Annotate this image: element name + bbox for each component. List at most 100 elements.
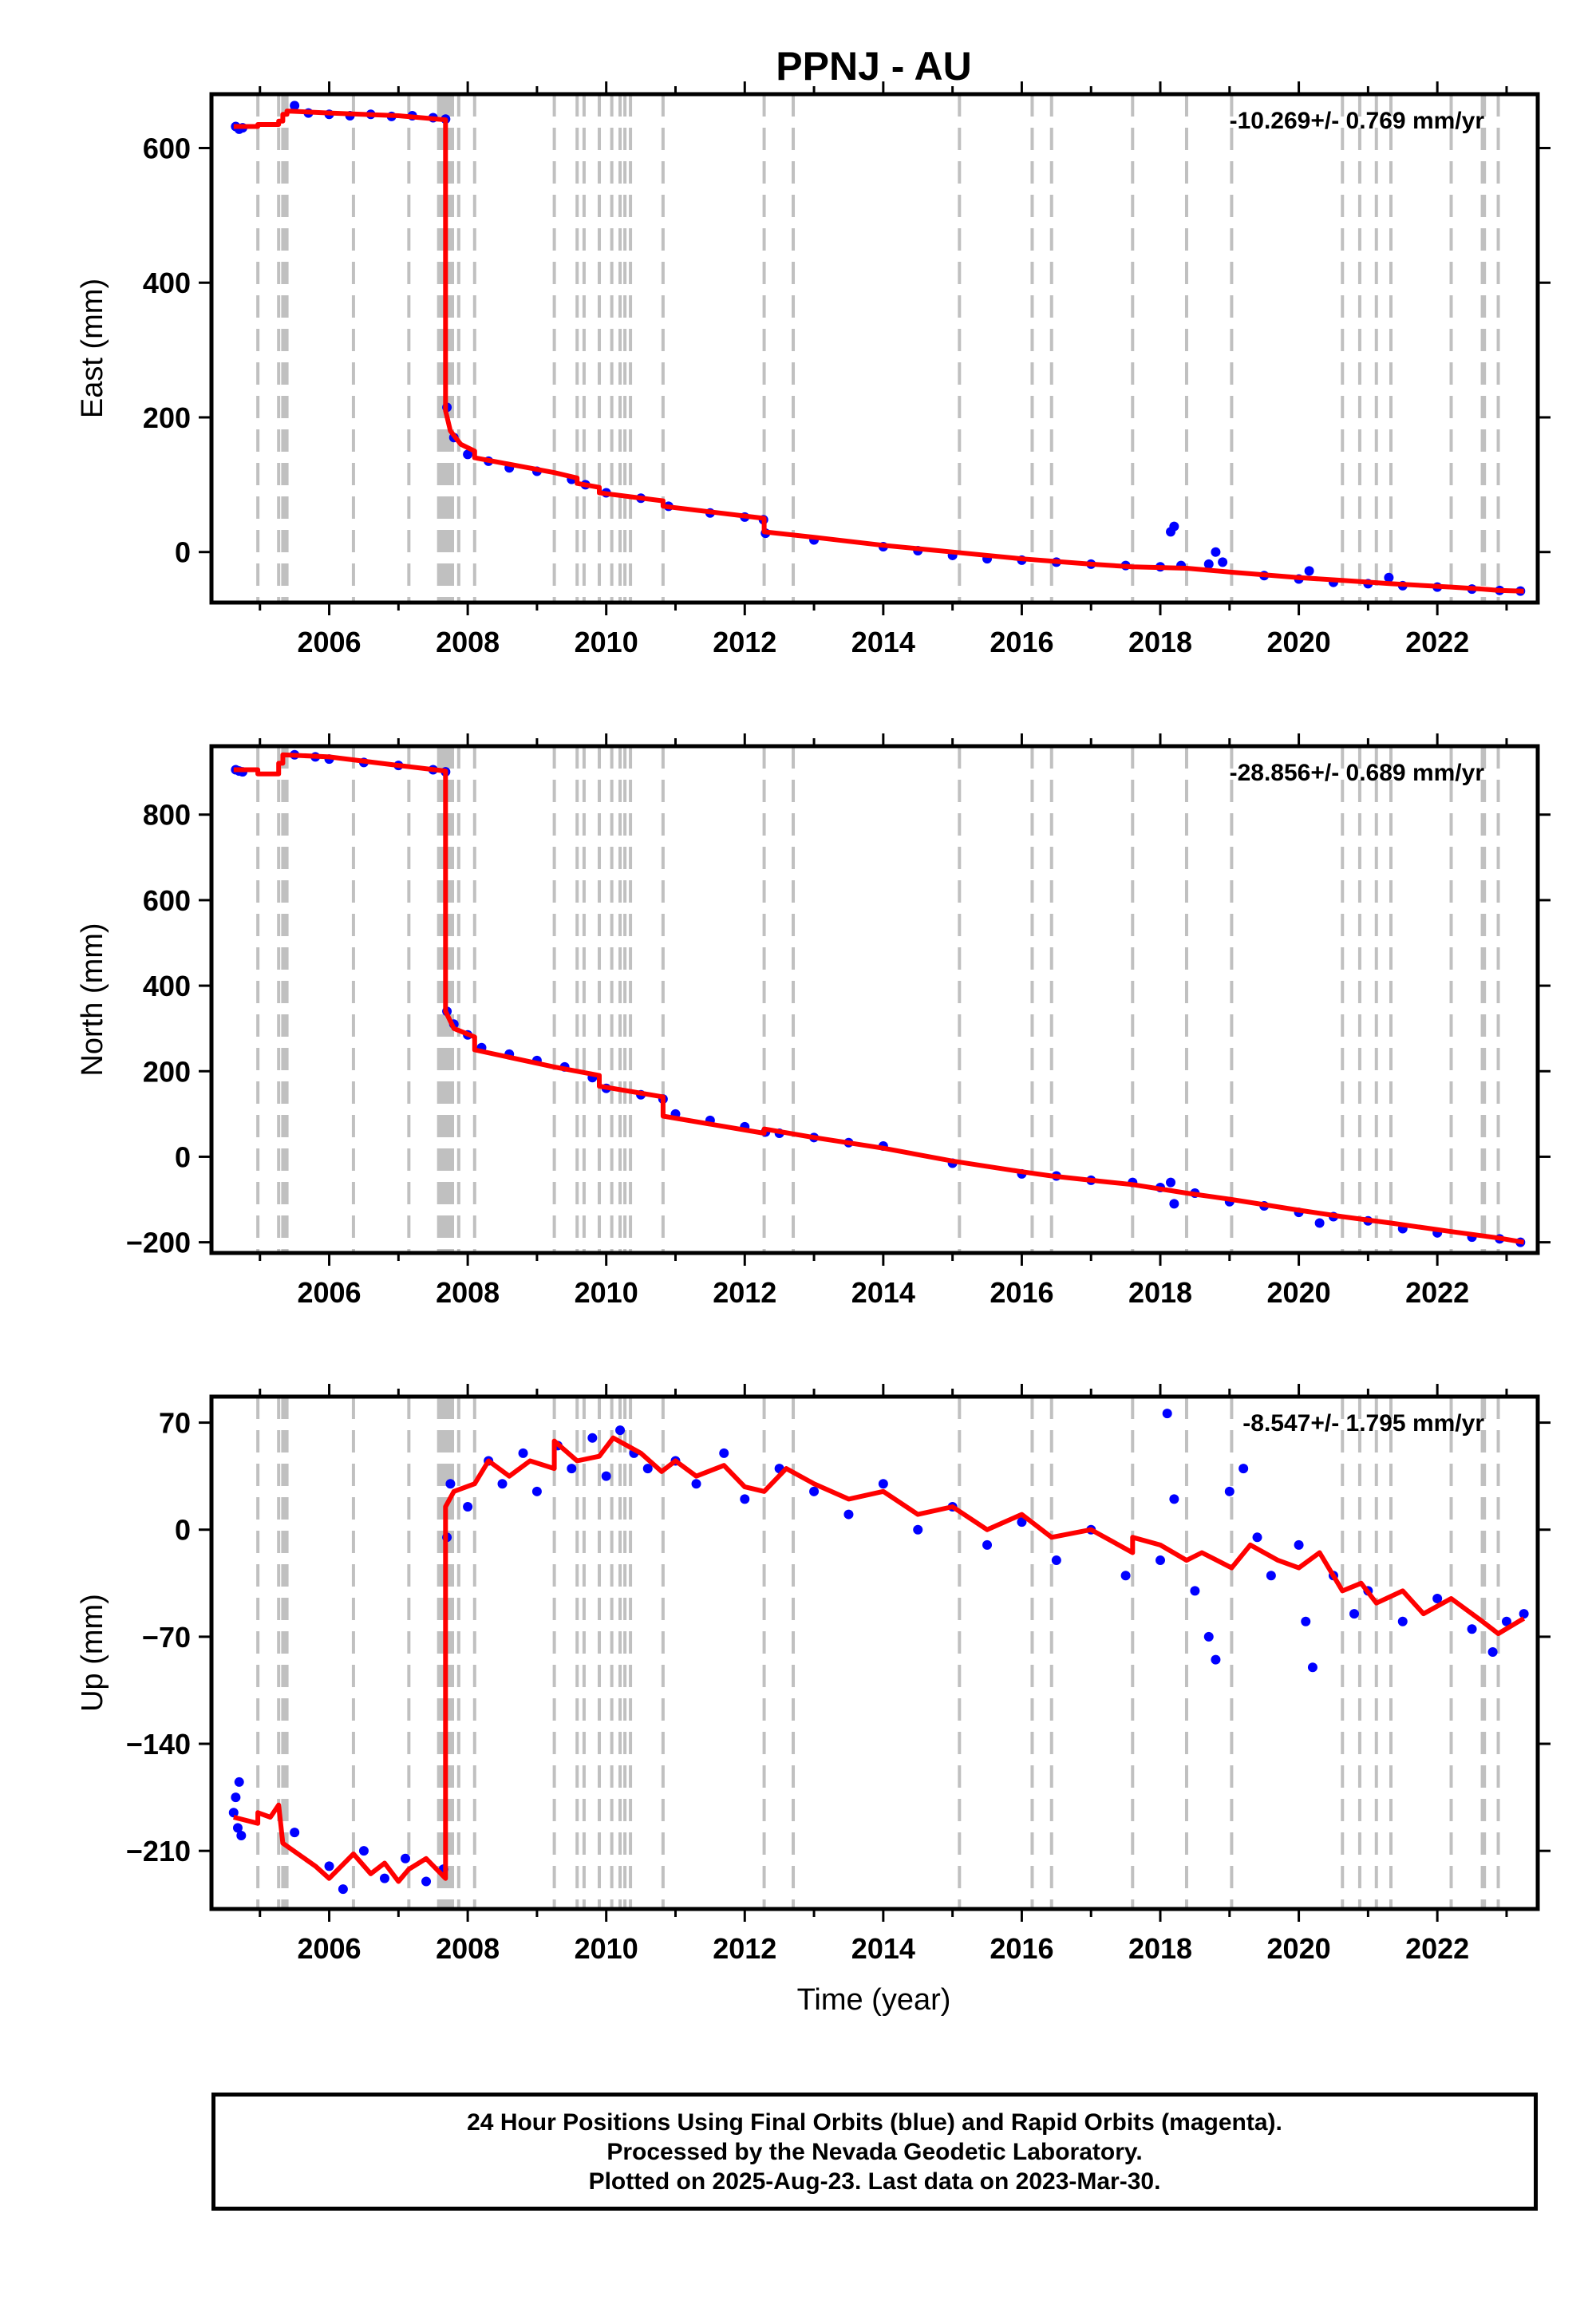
y-tick-label: 200 <box>143 1055 191 1088</box>
data-point <box>1162 1409 1172 1419</box>
data-point <box>1211 547 1221 557</box>
x-tick-label: 2010 <box>575 626 638 658</box>
y-tick-label: 600 <box>143 132 191 164</box>
data-point <box>1314 1218 1325 1228</box>
data-point <box>231 1792 241 1803</box>
data-point <box>228 1808 239 1818</box>
data-point <box>1307 1662 1317 1673</box>
data-point <box>338 1884 348 1895</box>
data-point <box>1169 1494 1179 1504</box>
data-point <box>232 1823 243 1833</box>
data-point <box>1266 1571 1276 1581</box>
y-tick-label: −140 <box>126 1728 191 1761</box>
x-tick-label: 2022 <box>1405 626 1469 658</box>
data-point <box>642 1464 653 1474</box>
y-tick-label: 800 <box>143 799 191 832</box>
x-tick-label: 2020 <box>1267 1932 1331 1965</box>
data-point <box>1252 1532 1262 1543</box>
data-point <box>1203 1631 1214 1642</box>
x-tick-label: 2022 <box>1405 1276 1469 1309</box>
x-tick-label: 2018 <box>1128 626 1192 658</box>
x-tick-label: 2014 <box>851 626 915 658</box>
data-point <box>809 1486 820 1496</box>
x-tick-label: 2012 <box>713 626 776 658</box>
data-point <box>518 1448 528 1458</box>
data-point <box>1304 566 1314 576</box>
data-point <box>1432 1593 1443 1603</box>
data-point <box>236 1831 247 1841</box>
data-point <box>587 1433 598 1443</box>
y-tick-label: −210 <box>126 1835 191 1867</box>
x-tick-label: 2016 <box>990 1276 1053 1309</box>
data-point <box>497 1479 508 1489</box>
data-point <box>1519 1609 1529 1619</box>
data-point <box>1384 572 1394 583</box>
data-point <box>878 1479 888 1489</box>
footer-line-3: Plotted on 2025-Aug-23. Last data on 202… <box>588 2168 1161 2195</box>
data-point <box>290 101 300 111</box>
data-point <box>463 1501 473 1512</box>
model-line <box>233 1435 1526 1884</box>
x-tick-label: 2006 <box>297 626 361 658</box>
model-line <box>233 109 1524 594</box>
x-tick-label: 2008 <box>436 1932 500 1965</box>
data-series <box>231 749 1526 1247</box>
data-series <box>231 101 1526 596</box>
data-point <box>1211 1654 1221 1665</box>
data-point <box>1203 559 1214 569</box>
y-axis-label: Up (mm) <box>76 1594 109 1712</box>
data-point <box>691 1479 701 1489</box>
x-tick-label: 2014 <box>851 1932 915 1965</box>
data-point <box>401 1853 411 1863</box>
footer-box: 24 Hour Positions Using Final Orbits (bl… <box>211 2093 1538 2211</box>
footer-line-1: 24 Hour Positions Using Final Orbits (bl… <box>467 2109 1282 2136</box>
x-tick-label: 2016 <box>990 1932 1053 1965</box>
y-tick-label: 70 <box>159 1407 191 1440</box>
data-point <box>601 1471 611 1481</box>
data-point <box>1120 1571 1131 1581</box>
data-point <box>615 1425 626 1436</box>
y-axis-label: North (mm) <box>76 923 109 1076</box>
data-point <box>1169 1199 1179 1209</box>
x-tick-label: 2012 <box>713 1276 776 1309</box>
rate-annotation: -8.547+/- 1.795 mm/yr <box>1242 1410 1484 1437</box>
panel-up: −210 −140 −70 0 70 2006 2008 2010 2012 2014 2016 20… <box>76 1384 1551 1965</box>
data-point <box>1501 1616 1511 1626</box>
x-tick-label: 2016 <box>990 626 1053 658</box>
y-tick-label: −200 <box>126 1227 191 1259</box>
data-point <box>1467 1624 1477 1634</box>
x-tick-label: 2006 <box>297 1276 361 1309</box>
plot-frame <box>209 92 1540 605</box>
data-point <box>740 1494 750 1504</box>
data-point <box>1190 1586 1200 1596</box>
data-point <box>1487 1647 1498 1658</box>
data-point <box>531 1486 542 1496</box>
data-point <box>913 1524 923 1535</box>
x-tick-label: 2008 <box>436 626 500 658</box>
data-series <box>228 1409 1529 1895</box>
x-tick-label: 2018 <box>1128 1932 1192 1965</box>
model-line <box>233 752 1525 1245</box>
data-point <box>1224 1486 1235 1496</box>
data-point <box>379 1873 389 1883</box>
data-point <box>1238 1464 1249 1474</box>
data-point <box>358 1846 369 1856</box>
x-tick-label: 2020 <box>1267 1276 1331 1309</box>
data-point <box>421 1876 432 1887</box>
data-point <box>1397 1616 1408 1626</box>
x-tick-label: 2022 <box>1405 1932 1469 1965</box>
x-tick-label: 2008 <box>436 1276 500 1309</box>
y-tick-label: 400 <box>143 267 191 299</box>
data-point <box>324 1861 334 1871</box>
y-tick-label: 0 <box>175 536 191 569</box>
data-point <box>290 1828 300 1838</box>
y-tick-label: 0 <box>175 1140 191 1173</box>
plot-frame <box>209 744 1540 1255</box>
y-tick-label: 400 <box>143 970 191 1002</box>
x-tick-label: 2012 <box>713 1932 776 1965</box>
x-tick-label: 2006 <box>297 1932 361 1965</box>
data-point <box>1169 521 1179 532</box>
data-point <box>1218 557 1228 567</box>
data-point <box>1017 1517 1027 1528</box>
x-tick-label: 2020 <box>1267 626 1331 658</box>
